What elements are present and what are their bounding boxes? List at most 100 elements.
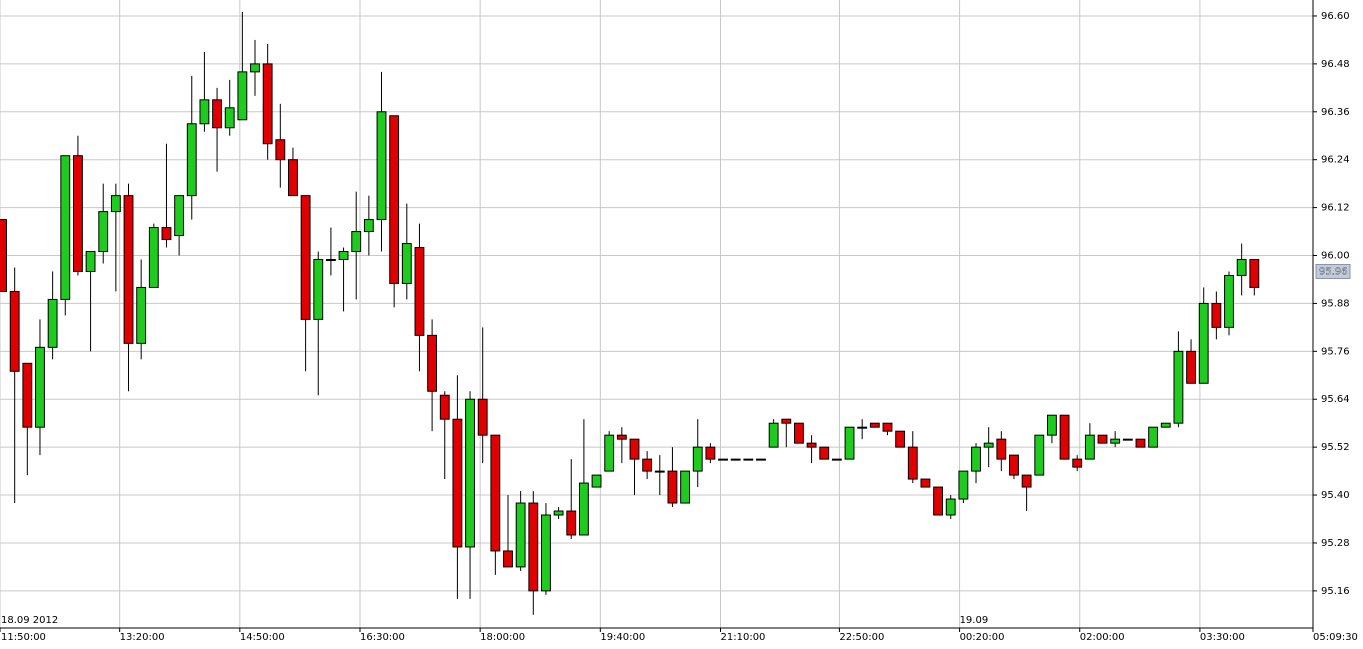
candle-body [414, 247, 425, 336]
candle-body [1249, 259, 1260, 288]
x-tick-label: 03:30:00 [1200, 632, 1245, 643]
last-price-label: 95.96 [1319, 266, 1348, 277]
x-tick-label: 18:00:00 [480, 632, 525, 643]
candle-body [1122, 438, 1133, 441]
candle-body [730, 458, 741, 461]
candle-body [1224, 274, 1234, 328]
candle-body [376, 111, 387, 221]
x-tick-label: 05:09:30 [1313, 632, 1358, 643]
candle-body [1097, 434, 1108, 444]
candle-body [186, 123, 197, 197]
candle-body [1173, 350, 1184, 424]
y-tick-label: 95.76 [1321, 346, 1350, 357]
candle-body [667, 470, 678, 504]
candle-body [1021, 474, 1032, 488]
candle-body [756, 458, 766, 461]
candle-body [439, 394, 450, 420]
x-tick-label: 13:20:00 [120, 632, 165, 643]
candle-body [945, 498, 956, 516]
candle-body [831, 458, 842, 461]
candle-body [1059, 414, 1070, 460]
candle-body [591, 474, 602, 488]
y-tick-label: 95.16 [1321, 586, 1350, 597]
candle-body [212, 99, 222, 129]
y-tick-label: 96.12 [1321, 203, 1350, 214]
candle-body [60, 155, 71, 300]
candle-body [642, 458, 653, 472]
candle-body [199, 99, 210, 125]
candle-body [705, 446, 716, 460]
x-tick-label: 22:50:00 [839, 632, 884, 643]
candle-body [47, 298, 58, 348]
candle-body [1072, 458, 1083, 468]
candle-body [262, 63, 273, 145]
candle-body [1211, 302, 1222, 328]
candle-body [958, 470, 969, 500]
last-price-box [1315, 263, 1351, 279]
candle-body [857, 426, 868, 429]
candle-body [844, 426, 855, 460]
candle-body [920, 478, 931, 488]
x-tick-label: 02:00:00 [1080, 632, 1125, 643]
candle-body [692, 446, 703, 472]
y-tick-label: 96.00 [1321, 251, 1350, 262]
y-tick-label: 95.28 [1321, 538, 1350, 549]
candle-body [300, 195, 311, 320]
candle-body [983, 442, 994, 448]
candle-body [477, 398, 488, 436]
candle-body [275, 139, 286, 161]
candle-body [654, 470, 665, 473]
candle-body [9, 290, 20, 372]
candle-body [1135, 438, 1146, 448]
candle-body [541, 514, 551, 592]
date-label: 19.09 [960, 615, 989, 626]
y-tick-label: 95.52 [1321, 442, 1350, 453]
candle-body [250, 63, 260, 73]
candle-body [794, 422, 804, 444]
y-tick-label: 96.24 [1321, 155, 1350, 166]
candle-body [452, 418, 463, 548]
x-tick-label: 00:20:00 [960, 632, 1005, 643]
candle-body [148, 227, 159, 288]
candle-body [110, 195, 121, 213]
candle-body [338, 251, 349, 261]
y-tick-label: 96.60 [1321, 11, 1350, 22]
candle-body [768, 422, 779, 448]
candle-body [528, 502, 539, 592]
x-tick-label: 11:50:00 [1, 632, 46, 643]
candle-body [515, 502, 526, 568]
candle-body [427, 334, 438, 392]
candle-body [85, 251, 96, 272]
y-tick-label: 95.40 [1321, 490, 1350, 501]
candle-body [0, 219, 7, 292]
candle-body [1160, 422, 1171, 428]
candle-body [363, 219, 374, 233]
candle-body [224, 107, 235, 129]
candle-body [819, 446, 830, 460]
candle-body [288, 159, 298, 197]
candle-body [933, 486, 944, 516]
candle-body [351, 231, 362, 253]
candle-body [971, 446, 981, 472]
candle-body [22, 362, 33, 428]
candle-body [401, 243, 412, 284]
candle-body [743, 458, 754, 461]
candle-body [465, 398, 475, 548]
candle-body [869, 422, 880, 428]
candle-body [1084, 434, 1095, 460]
candle-body [566, 510, 577, 536]
candle-body [98, 211, 109, 253]
y-tick-label: 95.64 [1321, 394, 1350, 405]
candle-body [907, 446, 918, 480]
candle-body [553, 510, 564, 516]
candle-body [1186, 350, 1196, 384]
y-tick-label: 96.48 [1321, 59, 1350, 70]
candle-body [1198, 302, 1209, 384]
candle-body [680, 470, 691, 504]
date-label: 18.09 2012 [1, 615, 58, 626]
candle-body [325, 259, 336, 262]
candle-body [718, 458, 728, 461]
candle-body [882, 422, 893, 432]
candle-body [161, 227, 172, 241]
candle-body [616, 434, 627, 440]
